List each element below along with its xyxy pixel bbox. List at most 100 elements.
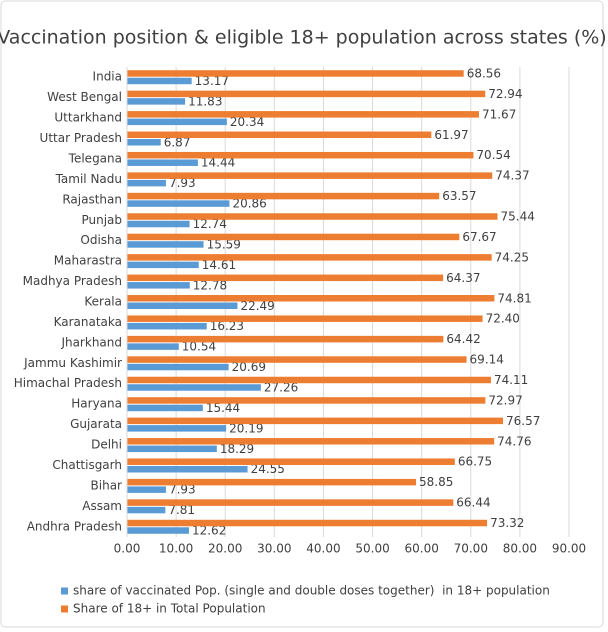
value-label: 72.94 bbox=[488, 87, 522, 101]
value-label: 27.26 bbox=[264, 380, 298, 394]
value-label: 72.97 bbox=[488, 393, 522, 407]
x-tick-label: 80.00 bbox=[503, 542, 537, 556]
value-label: 66.44 bbox=[456, 496, 490, 510]
y-tick-label: Delhi bbox=[91, 438, 122, 452]
y-tick-label: Andhra Pradesh bbox=[27, 519, 122, 533]
x-tick-label: 90.00 bbox=[552, 542, 586, 556]
bar bbox=[127, 376, 491, 384]
value-label: 12.78 bbox=[193, 278, 227, 292]
y-tick-label: Telegana bbox=[68, 151, 122, 165]
value-label: 64.42 bbox=[446, 332, 480, 346]
y-tick-label: Uttarkhand bbox=[54, 111, 122, 125]
bar bbox=[127, 499, 454, 506]
bar bbox=[127, 192, 440, 200]
bar bbox=[127, 261, 199, 269]
bar bbox=[127, 90, 486, 98]
bar bbox=[127, 159, 198, 166]
bar bbox=[127, 241, 204, 248]
bar bbox=[127, 438, 495, 445]
y-tick-label: Himachal Pradesh bbox=[14, 376, 122, 390]
bar bbox=[127, 118, 227, 126]
bar bbox=[127, 356, 467, 363]
value-label: 16.23 bbox=[210, 319, 244, 333]
bar bbox=[127, 282, 190, 289]
bar bbox=[127, 486, 166, 493]
bar bbox=[127, 445, 217, 453]
bar bbox=[127, 233, 460, 241]
legend-swatch bbox=[61, 587, 68, 595]
x-tick-label: 40.00 bbox=[306, 542, 340, 556]
bar bbox=[127, 417, 504, 425]
value-label: 13.17 bbox=[195, 74, 229, 88]
value-label: 22.49 bbox=[240, 299, 274, 313]
bar bbox=[127, 315, 483, 322]
y-tick-label: Karanataka bbox=[54, 315, 122, 329]
y-tick-label: Gujarata bbox=[70, 417, 122, 431]
y-tick-label: Punjab bbox=[81, 213, 122, 227]
bar bbox=[127, 151, 474, 159]
value-label: 73.32 bbox=[490, 516, 524, 530]
value-label: 74.11 bbox=[494, 373, 528, 387]
bar bbox=[127, 98, 186, 105]
value-label: 14.61 bbox=[202, 258, 236, 272]
bar bbox=[127, 343, 179, 350]
y-tick-label: Madhya Pradesh bbox=[23, 274, 122, 288]
bar bbox=[127, 465, 248, 473]
chart-title: Vaccination position & eligible 18+ popu… bbox=[0, 27, 607, 49]
bar bbox=[127, 274, 444, 282]
value-label: 64.37 bbox=[446, 271, 480, 285]
x-tick-label: 20.00 bbox=[208, 542, 242, 556]
value-label: 74.76 bbox=[497, 434, 531, 448]
value-label: 7.81 bbox=[168, 503, 195, 517]
value-label: 63.57 bbox=[442, 189, 476, 203]
value-label: 24.55 bbox=[251, 462, 285, 476]
bar bbox=[127, 200, 230, 207]
value-label: 11.83 bbox=[188, 94, 222, 108]
value-label: 14.44 bbox=[201, 156, 235, 170]
value-label: 7.93 bbox=[169, 176, 196, 190]
x-tick-label: 30.00 bbox=[257, 542, 291, 556]
y-tick-label: Jammu Kashimir bbox=[23, 356, 122, 370]
value-label: 20.34 bbox=[230, 115, 264, 129]
y-tick-label: Assam bbox=[82, 499, 122, 513]
bar bbox=[127, 179, 166, 187]
bar bbox=[127, 527, 189, 534]
bar bbox=[127, 322, 207, 330]
bar bbox=[127, 213, 498, 220]
value-label: 20.69 bbox=[232, 360, 266, 374]
value-label: 75.44 bbox=[500, 210, 534, 224]
y-tick-label: India bbox=[93, 70, 122, 84]
value-label: 74.25 bbox=[495, 250, 529, 264]
legend-label: share of vaccinated Pop. (single and dou… bbox=[73, 584, 550, 598]
value-label: 18.29 bbox=[220, 442, 254, 456]
y-tick-label: Rajasthan bbox=[62, 192, 122, 206]
x-tick-label: 50.00 bbox=[355, 542, 389, 556]
bar bbox=[127, 363, 229, 371]
legend-label: Share of 18+ in Total Population bbox=[73, 602, 266, 616]
bar bbox=[127, 295, 495, 302]
x-tick-label: 60.00 bbox=[404, 542, 438, 556]
value-label: 69.14 bbox=[470, 353, 504, 367]
y-tick-label: Bihar bbox=[91, 478, 123, 492]
bar bbox=[127, 302, 238, 309]
value-label: 74.81 bbox=[497, 291, 531, 305]
bar bbox=[127, 404, 203, 412]
y-tick-label: Kerala bbox=[84, 295, 122, 309]
value-label: 20.19 bbox=[229, 421, 263, 435]
bar bbox=[127, 220, 190, 228]
bar bbox=[127, 70, 464, 77]
value-label: 66.75 bbox=[458, 455, 492, 469]
x-tick-label: 0.00 bbox=[114, 542, 141, 556]
value-label: 68.56 bbox=[467, 66, 501, 80]
bar bbox=[127, 131, 432, 139]
value-label: 71.67 bbox=[482, 107, 516, 121]
y-tick-label: Odisha bbox=[80, 233, 122, 247]
value-label: 72.40 bbox=[486, 312, 520, 326]
y-tick-label: Jharkhand bbox=[60, 335, 122, 349]
bar bbox=[127, 425, 227, 432]
value-label: 7.93 bbox=[169, 483, 196, 497]
value-label: 6.87 bbox=[164, 135, 191, 149]
bar bbox=[127, 172, 493, 179]
value-label: 58.85 bbox=[419, 475, 453, 489]
